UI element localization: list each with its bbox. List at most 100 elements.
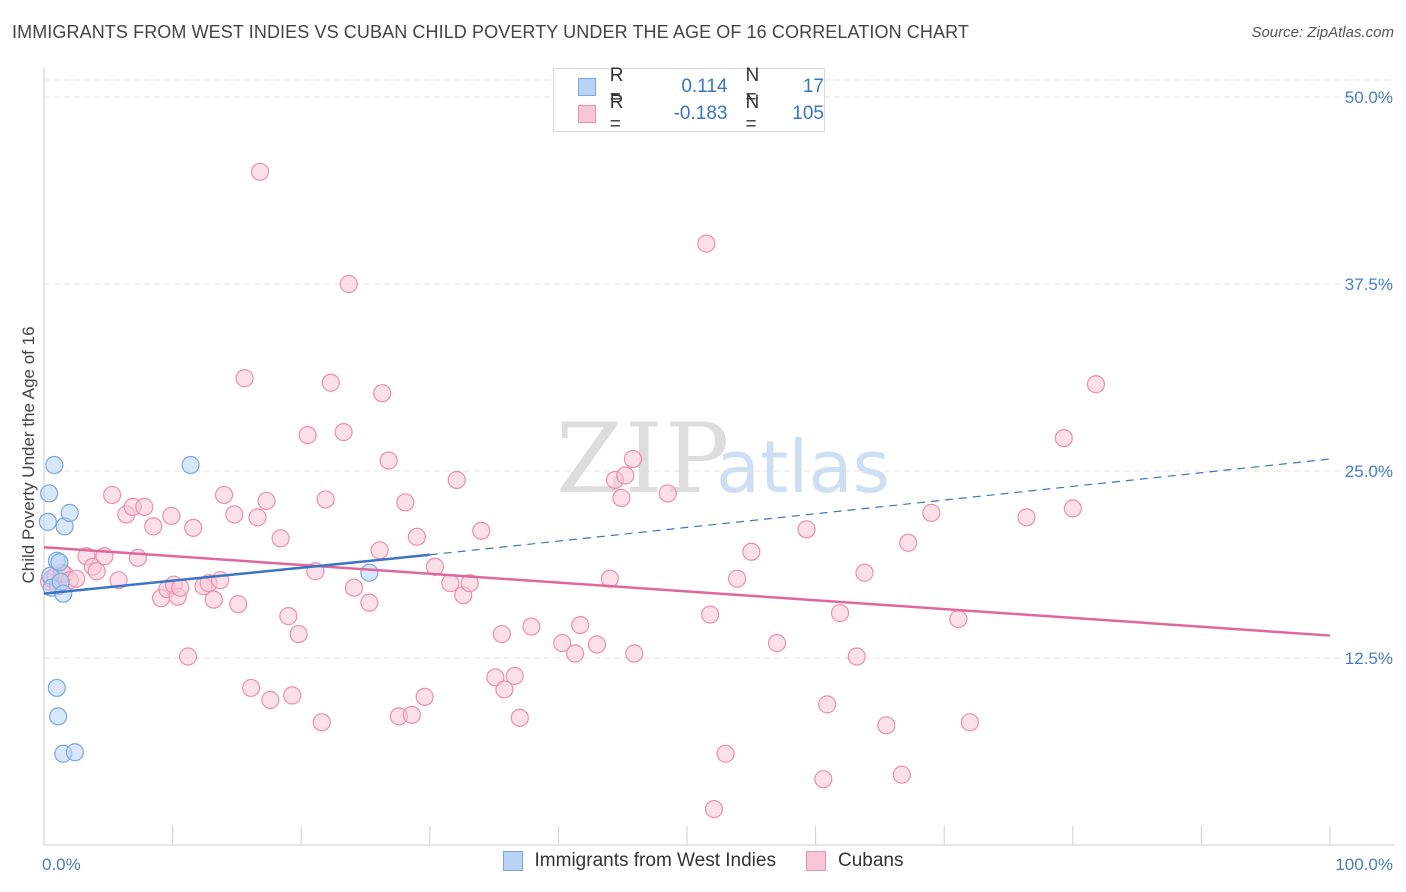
watermark: ZIP atlas bbox=[556, 403, 890, 515]
data-point bbox=[47, 678, 66, 698]
data-point bbox=[847, 647, 866, 666]
data-point bbox=[922, 503, 941, 522]
data-point bbox=[522, 617, 541, 636]
data-point bbox=[415, 687, 434, 706]
data-point bbox=[65, 743, 84, 762]
data-point bbox=[877, 716, 896, 735]
data-point bbox=[128, 548, 147, 567]
trend-line-west-indies bbox=[43, 553, 430, 595]
data-point bbox=[949, 610, 968, 629]
r-label: R = bbox=[609, 92, 624, 135]
data-point bbox=[229, 595, 248, 614]
data-point bbox=[248, 508, 267, 527]
stats-legend: R = 0.114 N = 17 R = -0.183 N = 105 bbox=[553, 65, 825, 135]
legend-item-cubans: Cubans bbox=[805, 850, 904, 872]
data-point bbox=[235, 369, 254, 388]
data-point bbox=[321, 373, 340, 392]
data-point bbox=[49, 707, 68, 726]
data-point bbox=[271, 529, 290, 548]
data-point bbox=[67, 569, 86, 588]
x-tick-label: 0.0% bbox=[42, 855, 81, 874]
data-point bbox=[261, 690, 280, 709]
data-point bbox=[178, 647, 198, 666]
chart-title: IMMIGRANTS FROM WEST INDIES VS CUBAN CHI… bbox=[12, 22, 969, 42]
data-point bbox=[289, 624, 308, 644]
source-label: Source: ZipAtlas.com bbox=[1251, 24, 1394, 41]
data-point bbox=[181, 455, 200, 475]
legend-label: Cubans bbox=[837, 850, 904, 871]
data-point bbox=[162, 506, 181, 525]
data-point bbox=[505, 666, 524, 686]
stats-row-west-indies: R = 0.114 N = 17 bbox=[578, 65, 824, 108]
data-point bbox=[103, 485, 122, 505]
data-point bbox=[623, 449, 643, 469]
data-point bbox=[1063, 499, 1082, 518]
data-point bbox=[742, 542, 761, 561]
data-point bbox=[316, 490, 335, 509]
data-point bbox=[204, 590, 223, 609]
n-value: 105 bbox=[792, 103, 824, 124]
data-point bbox=[818, 695, 837, 714]
n-value: 17 bbox=[802, 76, 824, 97]
legend-label: Immigrants from West Indies bbox=[534, 850, 776, 871]
data-point bbox=[344, 578, 364, 597]
data-point bbox=[225, 505, 244, 524]
data-point bbox=[553, 633, 572, 653]
data-point bbox=[658, 484, 677, 503]
data-point bbox=[587, 635, 607, 654]
data-point bbox=[814, 770, 833, 789]
watermark-zip: ZIP bbox=[556, 403, 731, 515]
stats-row-cubans: R = -0.183 N = 105 bbox=[578, 92, 824, 135]
r-label: R = bbox=[609, 65, 624, 108]
data-point bbox=[566, 644, 585, 663]
data-point bbox=[334, 423, 353, 442]
data-point bbox=[1054, 428, 1073, 448]
data-point bbox=[797, 520, 816, 539]
r-value: 0.114 bbox=[681, 76, 728, 97]
data-point bbox=[492, 624, 511, 644]
data-point bbox=[360, 593, 379, 612]
data-point bbox=[279, 607, 298, 626]
pink-swatch-icon bbox=[578, 105, 596, 123]
trend-line-west-indies-projected bbox=[429, 458, 1331, 556]
y-tick-label: 37.5% bbox=[1345, 275, 1393, 294]
data-point bbox=[728, 569, 747, 588]
x-tick-label: 100.0% bbox=[1335, 855, 1393, 874]
data-point bbox=[283, 686, 302, 705]
pink-square-icon bbox=[805, 851, 826, 871]
data-point bbox=[716, 744, 735, 763]
data-point bbox=[373, 384, 392, 403]
data-point bbox=[379, 451, 398, 470]
series-cubans bbox=[40, 162, 1106, 819]
legend: Immigrants from West Indies Cubans bbox=[0, 850, 1406, 872]
data-point bbox=[704, 799, 724, 819]
watermark-atlas: atlas bbox=[716, 425, 890, 509]
y-axis-label: Child Poverty Under the Age of 16 bbox=[19, 326, 38, 583]
data-point bbox=[402, 705, 421, 724]
tick-labels: 12.5% 25.0% 37.5% 50.0% 0.0% 100.0% bbox=[42, 88, 1393, 874]
data-point bbox=[50, 553, 69, 572]
grid-lines bbox=[44, 79, 1394, 659]
blue-square-icon bbox=[502, 851, 523, 871]
blue-swatch-icon bbox=[578, 78, 596, 96]
data-point bbox=[298, 425, 317, 445]
n-label: N = bbox=[745, 65, 760, 108]
r-value: -0.183 bbox=[673, 103, 728, 124]
data-point bbox=[38, 512, 57, 531]
data-point bbox=[45, 455, 64, 475]
data-point bbox=[339, 274, 358, 294]
data-point bbox=[1086, 375, 1106, 394]
n-label: N = bbox=[745, 92, 760, 135]
data-point bbox=[697, 234, 716, 253]
legend-item-west-indies: Immigrants from West Indies bbox=[502, 850, 776, 872]
data-point bbox=[571, 615, 590, 635]
data-point bbox=[625, 644, 644, 663]
data-point bbox=[40, 484, 59, 503]
data-point bbox=[144, 517, 163, 536]
data-point bbox=[892, 765, 911, 784]
data-point bbox=[1017, 508, 1036, 527]
data-point bbox=[87, 562, 106, 581]
y-tick-label: 50.0% bbox=[1345, 88, 1393, 107]
data-point bbox=[109, 571, 128, 590]
data-point bbox=[899, 533, 918, 552]
